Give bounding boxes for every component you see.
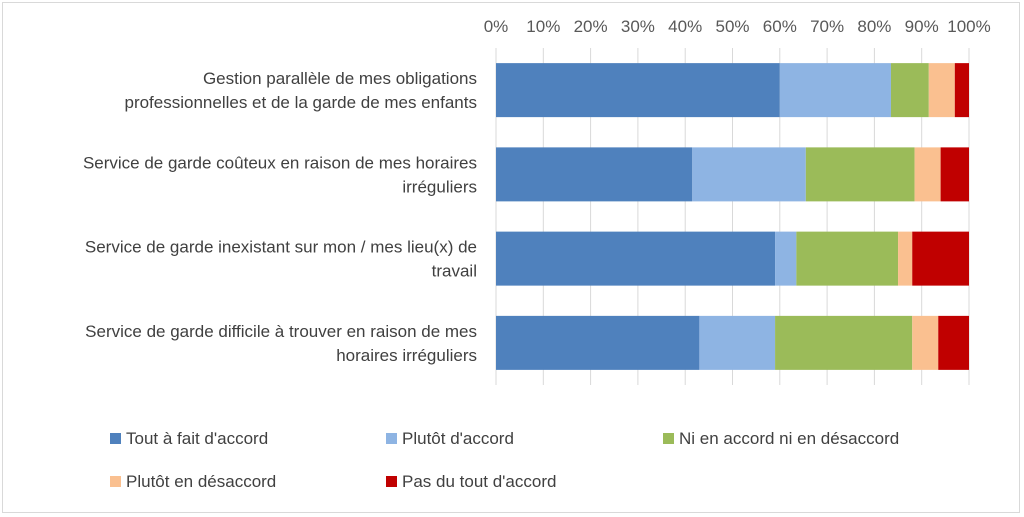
legend: Tout à fait d'accord Plutôt d'accord Ni en… (110, 429, 899, 491)
stacked-bar-chart: 0% 10% 20% 30% 40% 50% 60% 70% 80% 90% 100% Gestio… (83, 17, 991, 491)
legend-swatch (663, 433, 674, 444)
x-tick-label: 50% (715, 17, 749, 36)
bar-segment (775, 231, 797, 286)
legend-label: Ni en accord ni en désaccord (679, 429, 899, 448)
bar-segment (912, 231, 969, 286)
bar-segment (940, 147, 969, 202)
category-label: professionnelles et de la garde de mes e… (124, 93, 477, 112)
bar-segment (496, 63, 780, 118)
x-tick-label: 90% (905, 17, 939, 36)
x-tick-label: 20% (574, 17, 608, 36)
bar-segment (954, 63, 969, 118)
category-label: Service de garde difficile à trouver en … (85, 322, 477, 341)
bar-segment (938, 315, 969, 370)
x-tick-label: 10% (526, 17, 560, 36)
x-tick-label: 40% (668, 17, 702, 36)
category-label: horaires irréguliers (336, 346, 477, 365)
legend-label: Plutôt d'accord (402, 429, 514, 448)
legend-swatch (386, 476, 397, 487)
legend-label: Plutôt en désaccord (126, 472, 276, 491)
category-label: irréguliers (402, 177, 477, 196)
bar-segment (496, 147, 693, 202)
bar-segment (912, 315, 939, 370)
legend-swatch (386, 433, 397, 444)
x-tick-label: 100% (947, 17, 990, 36)
x-tick-label: 60% (763, 17, 797, 36)
bar-segment (496, 231, 776, 286)
x-tick-label: 80% (857, 17, 891, 36)
category-label: travail (432, 262, 477, 281)
bar-segment (914, 147, 941, 202)
category-label: Service de garde inexistant sur mon / me… (85, 238, 477, 257)
category-label: Gestion parallèle de mes obligations (203, 69, 477, 88)
bar-segment (928, 63, 955, 118)
category-labels: Gestion parallèle de mes obligations prof… (83, 69, 477, 365)
x-tick-label: 30% (621, 17, 655, 36)
bar-segment (699, 315, 776, 370)
category-label: Service de garde coûteux en raison de me… (83, 153, 477, 172)
bar-segment (775, 315, 913, 370)
legend-label: Tout à fait d'accord (126, 429, 268, 448)
bar-segment (692, 147, 806, 202)
legend-label: Pas du tout d'accord (402, 472, 556, 491)
bar-segment (805, 147, 915, 202)
x-tick-label: 0% (484, 17, 509, 36)
legend-swatch (110, 433, 121, 444)
bar-segment (898, 231, 913, 286)
x-axis-ticks: 0% 10% 20% 30% 40% 50% 60% 70% 80% 90% 100% (484, 17, 991, 36)
bar-segment (796, 231, 899, 286)
x-tick-label: 70% (810, 17, 844, 36)
bar-segment (779, 63, 891, 118)
legend-swatch (110, 476, 121, 487)
bar-segment (890, 63, 929, 118)
bar-segment (496, 315, 700, 370)
bars (496, 63, 969, 370)
